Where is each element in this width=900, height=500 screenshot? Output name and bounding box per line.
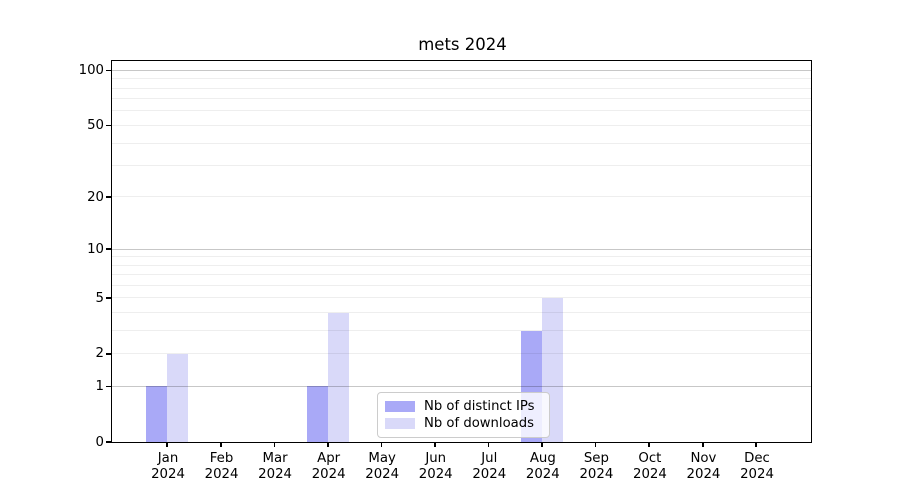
- x-tick-year: 2024: [365, 466, 400, 482]
- y-tick-label: 5: [95, 290, 104, 306]
- x-tick-year: 2024: [418, 466, 453, 482]
- x-tick-month: Nov: [690, 451, 717, 466]
- x-tick-month: Feb: [209, 451, 234, 466]
- x-tick-year: 2024: [258, 466, 292, 482]
- x-tick-label: Sep 2024: [551, 451, 641, 482]
- gridline-minor: [112, 284, 812, 286]
- x-tick-label: Jun 2024: [391, 451, 481, 482]
- legend-label-distinct-ips: Nb of distinct IPs: [424, 399, 535, 414]
- x-tick-mark: [273, 442, 276, 448]
- gridline-minor: [112, 196, 812, 198]
- legend: Nb of distinct IPs Nb of downloads: [377, 392, 550, 438]
- x-tick-month: Oct: [638, 451, 662, 466]
- y-tick-mark: [105, 441, 111, 444]
- plot-area: [105, 60, 813, 448]
- x-tick-month: Jul: [481, 451, 498, 466]
- x-tick-mark: [219, 442, 222, 448]
- y-tick-mark: [105, 69, 111, 72]
- legend-swatch-downloads: [385, 418, 415, 429]
- x-tick-month: Sep: [583, 451, 609, 466]
- gridline-minor: [112, 264, 812, 266]
- gridline-minor: [112, 142, 812, 144]
- x-tick-year: 2024: [525, 466, 560, 482]
- y-tick-label: 1: [95, 379, 104, 395]
- y-tick-label: 50: [87, 118, 104, 134]
- gridline-minor: [112, 256, 812, 258]
- y-tick-mark: [105, 352, 111, 355]
- gridline-major: [112, 69, 812, 71]
- x-tick-year: 2024: [686, 466, 721, 482]
- gridline-minor: [112, 353, 812, 355]
- chart-title: mets 2024: [418, 35, 507, 54]
- x-tick-label: Jul 2024: [444, 451, 534, 482]
- x-tick-mark: [755, 442, 758, 448]
- x-tick-year: 2024: [472, 466, 507, 482]
- x-tick-month: Dec: [744, 451, 770, 466]
- bar-downloads: [327, 312, 349, 443]
- x-tick-month: Jan: [157, 451, 179, 466]
- y-tick-mark: [105, 297, 111, 299]
- x-tick-month: Jun: [425, 451, 447, 466]
- y-tick-label: 20: [87, 189, 104, 205]
- gridline-minor: [112, 87, 812, 89]
- x-tick-mark: [327, 442, 329, 448]
- x-tick-year: 2024: [579, 466, 614, 482]
- gridline-minor: [112, 297, 812, 299]
- x-tick-mark: [541, 442, 543, 448]
- x-tick-label: Feb 2024: [177, 451, 267, 482]
- y-tick-label: 0: [95, 435, 104, 450]
- x-tick-year: 2024: [151, 466, 185, 482]
- gridline-minor: [112, 78, 812, 80]
- x-tick-label: Oct 2024: [605, 451, 695, 482]
- x-tick-year: 2024: [204, 466, 239, 482]
- x-tick-year: 2024: [632, 466, 667, 482]
- bar-distinct-ips: [306, 386, 328, 443]
- x-tick-year: 2024: [311, 466, 346, 482]
- legend-item-downloads: Nb of downloads: [385, 416, 541, 431]
- gridline-minor: [112, 330, 812, 332]
- x-tick-month: Aug: [529, 451, 556, 466]
- x-tick-label: Jan 2024: [123, 451, 213, 482]
- x-tick-label: Aug 2024: [498, 451, 588, 482]
- x-tick-mark: [166, 442, 169, 448]
- x-tick-label: May 2024: [337, 451, 427, 482]
- y-tick-label: 10: [87, 241, 104, 257]
- x-tick-mark: [434, 442, 436, 448]
- legend-item-distinct-ips: Nb of distinct IPs: [385, 399, 541, 414]
- gridline-major: [112, 248, 812, 250]
- bar-distinct-ips: [146, 386, 168, 443]
- x-tick-mark: [380, 442, 383, 448]
- legend-label-downloads: Nb of downloads: [424, 416, 534, 431]
- x-tick-mark: [594, 442, 597, 448]
- gridline-minor: [112, 98, 812, 100]
- gridline-minor: [112, 110, 812, 112]
- gridline-minor: [112, 312, 812, 314]
- legend-swatch-distinct-ips: [385, 401, 415, 412]
- x-tick-month: Apr: [317, 451, 341, 466]
- bar-downloads: [167, 353, 189, 443]
- gridline-major: [112, 385, 812, 387]
- x-tick-label: Nov 2024: [658, 451, 748, 482]
- y-tick-label: 100: [78, 63, 104, 79]
- x-tick-label: Apr 2024: [284, 451, 374, 482]
- y-tick-mark: [105, 248, 111, 250]
- x-tick-label: Dec 2024: [712, 451, 802, 482]
- x-tick-month: Mar: [262, 451, 288, 466]
- gridline-minor: [112, 274, 812, 276]
- gridline-minor: [112, 165, 812, 167]
- y-tick-label: 2: [95, 346, 104, 362]
- y-tick-mark: [105, 385, 111, 388]
- y-tick-mark: [105, 124, 111, 127]
- y-tick-mark: [105, 196, 111, 198]
- x-tick-label: Mar 2024: [230, 451, 320, 482]
- x-tick-mark: [487, 442, 490, 448]
- x-tick-mark: [648, 442, 651, 448]
- x-tick-year: 2024: [740, 466, 774, 482]
- x-tick-mark: [701, 442, 704, 448]
- x-tick-month: May: [368, 451, 396, 466]
- gridline-minor: [112, 124, 812, 126]
